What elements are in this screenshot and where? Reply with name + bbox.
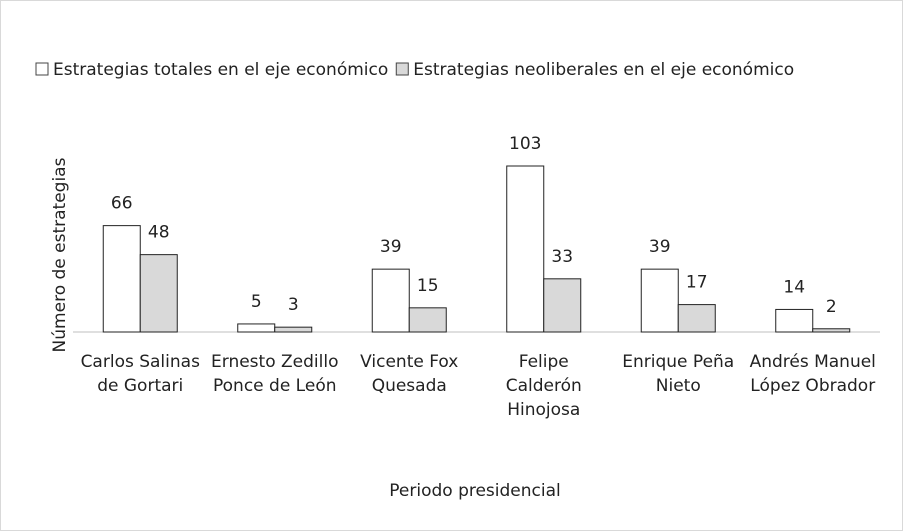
bar: [139, 254, 178, 333]
data-label: 39: [380, 237, 402, 257]
bar: [775, 308, 814, 333]
data-label: 48: [148, 223, 170, 243]
x-tick-label: Felipe Calderón Hinojosa: [505, 352, 582, 420]
legend-swatch: [35, 62, 49, 76]
data-label: 66: [111, 194, 133, 214]
data-label: 14: [783, 277, 805, 297]
data-label: 39: [649, 237, 671, 257]
x-tick-label: Vicente Fox Quesada: [360, 352, 459, 396]
data-label: 103: [509, 134, 541, 154]
y-axis-title: Número de estrategias: [50, 157, 70, 352]
data-label: 3: [288, 295, 299, 315]
x-tick-label: Ernesto Zedillo Ponce de León: [211, 352, 339, 396]
bar: [408, 307, 447, 333]
legend-label: Estrategias neoliberales en el eje econó…: [413, 60, 794, 80]
x-axis-title: Periodo presidencial: [389, 481, 561, 501]
legend-swatch: [395, 62, 409, 76]
bar: [237, 323, 276, 333]
data-label: 5: [251, 292, 262, 312]
bar: [274, 326, 313, 333]
bar: [506, 165, 545, 333]
bar: [543, 278, 582, 333]
data-label: 17: [686, 273, 708, 293]
bar: [812, 328, 851, 333]
x-tick-label: Enrique Peña Nieto: [622, 352, 735, 396]
bar: [677, 304, 716, 333]
legend-label: Estrategias totales en el eje económico: [53, 60, 388, 80]
bar: [102, 225, 141, 333]
x-tick-label: Carlos Salinas de Gortari: [80, 352, 200, 396]
data-label: 15: [417, 276, 439, 296]
bar: [371, 268, 410, 333]
data-label: 2: [826, 297, 837, 317]
x-tick-label: Andrés Manuel López Obrador: [749, 352, 876, 396]
data-label: 33: [551, 247, 573, 267]
bar: [640, 268, 679, 333]
